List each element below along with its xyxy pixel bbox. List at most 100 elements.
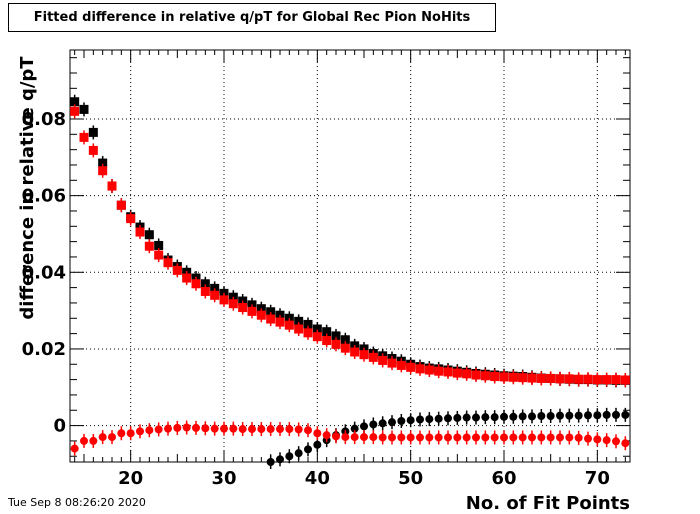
square-marker [415,364,425,374]
circle-marker [369,433,378,442]
circle-marker [565,433,574,442]
square-marker [480,371,490,381]
circle-marker [462,433,471,442]
circle-marker [313,429,322,438]
circle-marker [285,425,294,434]
circle-marker [350,433,359,442]
y-tick-label: 0.06 [22,186,66,207]
circle-marker [518,433,527,442]
circle-marker [556,433,564,442]
circle-marker [378,433,387,442]
square-marker [107,181,117,191]
x-axis-label: No. of Fit Points [466,493,630,514]
square-marker [546,373,556,383]
square-marker [70,97,80,107]
circle-marker [266,458,275,466]
x-tick-label: 30 [211,468,236,489]
circle-marker [117,429,126,438]
circle-marker [425,433,434,442]
square-marker [583,374,593,384]
square-marker [88,127,98,137]
y-tick-label: 0.08 [22,109,66,130]
circle-marker [602,410,611,419]
x-tick-label: 40 [305,468,330,489]
x-tick-label: 60 [491,468,516,489]
circle-marker [416,415,424,424]
square-marker [294,316,304,326]
circle-marker [490,433,499,442]
square-marker [303,319,313,329]
circle-marker [322,431,331,440]
circle-marker [500,433,508,442]
circle-marker [584,411,592,420]
circle-marker [537,412,546,421]
circle-marker [556,411,564,420]
data-markers [70,94,630,469]
square-marker [79,132,89,142]
circle-marker [126,429,135,438]
circle-marker [406,416,415,425]
square-marker [452,368,462,378]
circle-marker [612,410,620,419]
circle-marker [276,455,284,464]
square-marker [396,360,406,370]
square-marker [266,314,276,324]
circle-marker [145,426,154,435]
square-marker [312,332,322,342]
square-marker [322,336,332,346]
square-marker [200,286,210,296]
circle-marker [481,433,490,442]
circle-marker [210,424,219,433]
circle-marker [397,433,406,442]
circle-marker [285,452,294,461]
square-marker [536,373,546,383]
square-marker [527,373,537,383]
circle-marker [621,410,630,419]
circle-marker [574,433,583,442]
y-tick-label: 0.04 [22,262,66,283]
square-marker [200,279,210,289]
circle-marker [481,413,490,422]
circle-marker [546,433,555,442]
circle-marker [500,412,508,421]
circle-marker [406,433,415,442]
plot-frame [69,49,631,463]
circle-marker [220,424,228,433]
circle-marker [444,433,452,442]
circle-marker [565,411,574,420]
square-marker [611,375,621,385]
circle-marker [472,413,480,422]
circle-marker [89,436,98,445]
square-marker [284,320,294,330]
square-marker [620,375,630,385]
circle-marker [378,419,387,428]
circle-marker [574,411,583,420]
axis-ticks [70,50,630,462]
square-marker [70,106,80,116]
square-marker [79,104,89,114]
circle-marker [341,433,350,442]
square-marker [322,327,332,337]
circle-marker [70,444,79,453]
square-marker [247,306,257,316]
grid-lines [70,50,630,462]
circle-marker [154,425,163,434]
square-marker [471,370,481,380]
circle-marker [276,425,284,434]
circle-marker [257,425,266,434]
circle-marker [593,435,602,444]
circle-marker [509,412,518,421]
circle-marker [248,425,256,434]
square-marker [144,241,154,251]
circle-marker [434,414,443,423]
y-tick-label: 0.02 [22,339,66,360]
circle-marker [528,412,536,421]
circle-marker [360,422,368,431]
square-marker [443,367,453,377]
circle-marker [453,433,462,442]
circle-marker [397,416,406,425]
square-marker [275,317,285,327]
circle-marker [332,432,340,441]
y-tick-label: 0 [53,416,66,437]
circle-marker [182,423,191,432]
